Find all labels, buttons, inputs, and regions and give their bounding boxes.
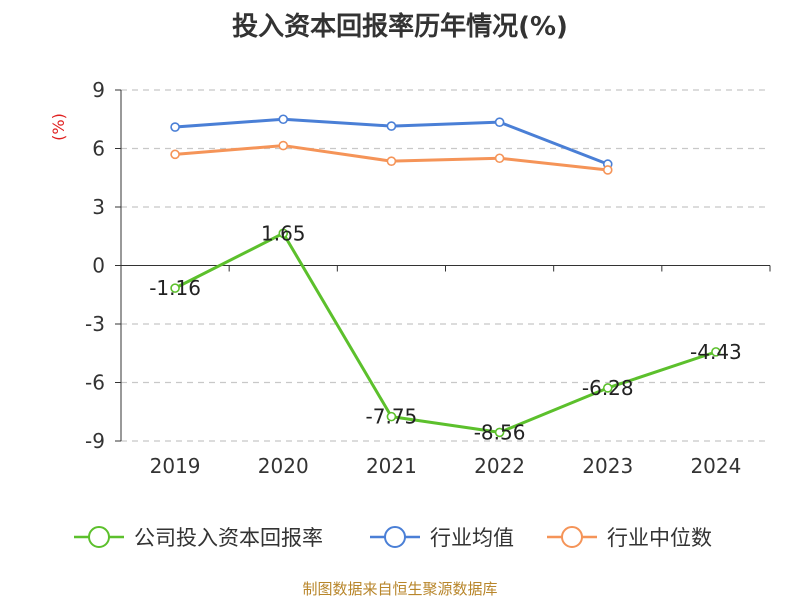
data-point: [170, 283, 180, 293]
data-point: [278, 228, 289, 239]
data-point: [170, 122, 180, 132]
legend-label-2: 行业中位数: [607, 526, 712, 550]
y-tick-label: 3: [92, 195, 105, 219]
legend-label-0: 公司投入资本回报率: [134, 526, 323, 550]
data-point: [602, 383, 613, 393]
data-point: [170, 149, 180, 160]
data-point: [278, 140, 289, 151]
data-label: -7.75: [366, 405, 418, 429]
data-point: [494, 427, 505, 438]
source-note: 制图数据来自恒生聚源数据库: [302, 580, 498, 598]
data-point: [386, 121, 397, 131]
y-tick-label: 9: [92, 78, 105, 102]
x-tick-label: 2021: [366, 454, 417, 478]
x-tick-label: 2020: [258, 454, 309, 478]
data-label: 1.65: [261, 221, 306, 245]
data-label: -8.56: [474, 420, 526, 444]
data-label: -6.28: [582, 376, 634, 400]
data-point: [386, 156, 397, 166]
legend-label-1: 行业均值: [430, 526, 514, 550]
series-line-0: [174, 231, 717, 434]
x-tick-label: 2024: [690, 454, 741, 478]
data-point: [494, 153, 505, 164]
y-tick-label: 0: [92, 254, 105, 278]
y-tick-label: -3: [85, 312, 105, 336]
legend-marker-1: [384, 526, 406, 548]
y-axis-label: (%): [49, 113, 68, 141]
y-tick-label: -6: [85, 371, 105, 395]
x-tick-label: 2022: [474, 454, 525, 478]
chart-title: 投入资本回报率历年情况(%): [232, 12, 568, 42]
data-label: -4.43: [690, 340, 742, 364]
y-tick-label: 6: [92, 137, 105, 161]
data-point: [494, 117, 505, 127]
data-point: [602, 165, 613, 175]
data-point: [711, 347, 721, 357]
y-tick-label: -9: [85, 429, 105, 453]
data-point: [386, 411, 397, 422]
legend-marker-0: [88, 526, 110, 548]
data-label: -1.16: [149, 276, 201, 300]
legend-marker-2: [561, 526, 583, 548]
x-tick-label: 2019: [150, 454, 201, 478]
data-point: [278, 114, 289, 125]
x-tick-label: 2023: [582, 454, 633, 478]
